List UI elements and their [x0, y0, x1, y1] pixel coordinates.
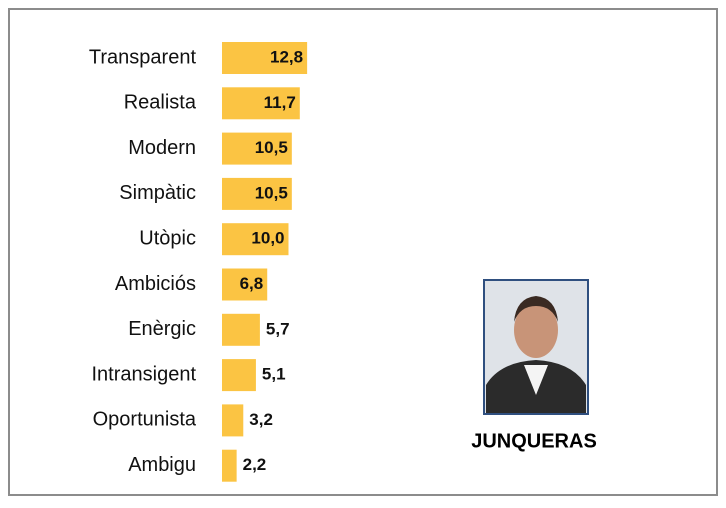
bar	[222, 223, 289, 256]
bar	[222, 449, 237, 482]
category-label: Utòpic	[139, 227, 196, 249]
category-label: Modern	[128, 137, 196, 159]
bar	[222, 313, 260, 346]
value-label: 10,0	[251, 229, 284, 248]
category-label: Intransigent	[91, 363, 196, 385]
caption: JUNQUERAS	[471, 430, 597, 452]
photo-head	[514, 302, 558, 358]
category-label: Transparent	[89, 46, 197, 68]
value-label: 5,1	[262, 365, 286, 384]
category-label: Enèrgic	[128, 318, 196, 340]
value-label: 6,8	[240, 274, 264, 293]
photo-hair	[514, 296, 558, 322]
photo-collar	[524, 365, 548, 395]
bar	[222, 359, 256, 392]
portrait	[483, 279, 589, 415]
category-label: Oportunista	[93, 409, 197, 431]
value-label: 10,5	[255, 138, 288, 157]
bar	[222, 268, 268, 301]
value-label: 5,7	[266, 319, 290, 338]
value-label: 2,2	[243, 455, 267, 474]
bar	[222, 132, 292, 165]
category-label: Realista	[124, 92, 197, 114]
bar	[222, 404, 244, 437]
category-label: Ambigu	[128, 454, 196, 476]
value-label: 11,7	[264, 93, 296, 112]
value-label: 12,8	[270, 47, 303, 66]
category-label: Ambiciós	[115, 273, 196, 295]
category-label: Simpàtic	[119, 182, 196, 204]
value-label: 10,5	[255, 183, 288, 202]
frame	[8, 8, 718, 496]
bar	[222, 87, 300, 120]
bar	[222, 42, 308, 74]
value-label: 3,2	[249, 410, 273, 429]
bar	[222, 177, 292, 210]
